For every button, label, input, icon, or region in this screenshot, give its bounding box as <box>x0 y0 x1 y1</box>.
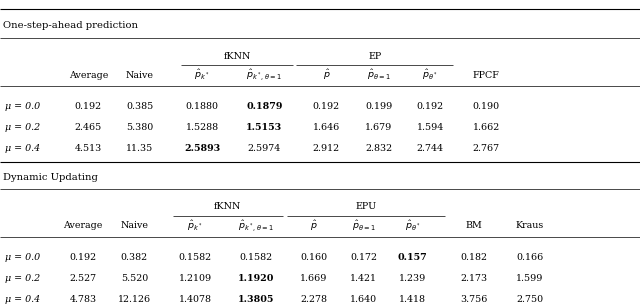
Text: 0.182: 0.182 <box>460 253 487 262</box>
Text: 1.2109: 1.2109 <box>179 274 212 283</box>
Text: 1.421: 1.421 <box>350 274 377 283</box>
Text: 0.1582: 0.1582 <box>239 253 273 262</box>
Text: Naive: Naive <box>125 71 154 80</box>
Text: 0.192: 0.192 <box>313 102 340 111</box>
Text: $\hat{p}_{k^*}$: $\hat{p}_{k^*}$ <box>188 218 203 233</box>
Text: 0.192: 0.192 <box>75 102 102 111</box>
Text: EPU: EPU <box>355 202 376 211</box>
Text: 1.599: 1.599 <box>516 274 543 283</box>
Text: 5.520: 5.520 <box>121 274 148 283</box>
Text: 0.385: 0.385 <box>126 102 153 111</box>
Text: Kraus: Kraus <box>516 221 544 230</box>
Text: 1.5153: 1.5153 <box>246 123 282 132</box>
Text: $\hat{p}$: $\hat{p}$ <box>323 68 330 83</box>
Text: 0.1880: 0.1880 <box>186 102 219 111</box>
Text: $\hat{p}_{\theta=1}$: $\hat{p}_{\theta=1}$ <box>351 218 376 233</box>
Text: BM: BM <box>465 221 482 230</box>
Text: 0.190: 0.190 <box>473 102 500 111</box>
Text: 1.640: 1.640 <box>350 295 377 304</box>
Text: μ = 0.2: μ = 0.2 <box>5 274 40 283</box>
Text: μ = 0.2: μ = 0.2 <box>5 123 40 132</box>
Text: 1.646: 1.646 <box>313 123 340 132</box>
Text: 0.166: 0.166 <box>516 253 543 262</box>
Text: 1.679: 1.679 <box>365 123 392 132</box>
Text: μ = 0.0: μ = 0.0 <box>5 253 40 262</box>
Text: 1.3805: 1.3805 <box>238 295 274 304</box>
Text: 4.783: 4.783 <box>70 295 97 304</box>
Text: One-step-ahead prediction: One-step-ahead prediction <box>3 21 138 30</box>
Text: 5.380: 5.380 <box>126 123 153 132</box>
Text: 2.465: 2.465 <box>75 123 102 132</box>
Text: 2.832: 2.832 <box>365 144 392 153</box>
Text: μ = 0.4: μ = 0.4 <box>5 144 40 153</box>
Text: fKNN: fKNN <box>214 202 241 211</box>
Text: 0.382: 0.382 <box>121 253 148 262</box>
Text: 2.744: 2.744 <box>417 144 444 153</box>
Text: 1.4078: 1.4078 <box>179 295 212 304</box>
Text: 0.192: 0.192 <box>417 102 444 111</box>
Text: 0.160: 0.160 <box>300 253 327 262</box>
Text: 1.594: 1.594 <box>417 123 444 132</box>
Text: 1.5288: 1.5288 <box>186 123 219 132</box>
Text: 4.513: 4.513 <box>75 144 102 153</box>
Text: μ = 0.4: μ = 0.4 <box>5 295 40 304</box>
Text: 11.35: 11.35 <box>126 144 153 153</box>
Text: 2.912: 2.912 <box>313 144 340 153</box>
Text: 2.767: 2.767 <box>473 144 500 153</box>
Text: 1.669: 1.669 <box>300 274 327 283</box>
Text: 0.1582: 0.1582 <box>179 253 212 262</box>
Text: $\hat{p}_{\theta^*}$: $\hat{p}_{\theta^*}$ <box>422 68 438 83</box>
Text: fKNN: fKNN <box>223 51 251 61</box>
Text: EP: EP <box>368 51 381 61</box>
Text: 0.157: 0.157 <box>398 253 428 262</box>
Text: 1.1920: 1.1920 <box>238 274 274 283</box>
Text: $\hat{p}_{\theta^*}$: $\hat{p}_{\theta^*}$ <box>405 218 420 233</box>
Text: 1.662: 1.662 <box>473 123 500 132</box>
Text: 0.199: 0.199 <box>365 102 392 111</box>
Text: $\hat{p}_{k^*,\theta=1}$: $\hat{p}_{k^*,\theta=1}$ <box>238 218 274 233</box>
Text: 2.5893: 2.5893 <box>184 144 220 153</box>
Text: 2.278: 2.278 <box>300 295 327 304</box>
Text: $\hat{p}$: $\hat{p}$ <box>310 218 317 233</box>
Text: 2.750: 2.750 <box>516 295 543 304</box>
Text: 3.756: 3.756 <box>460 295 487 304</box>
Text: Naive: Naive <box>120 221 148 230</box>
Text: μ = 0.0: μ = 0.0 <box>5 102 40 111</box>
Text: 2.527: 2.527 <box>70 274 97 283</box>
Text: $\hat{p}_{k^*}$: $\hat{p}_{k^*}$ <box>195 68 210 83</box>
Text: 0.1879: 0.1879 <box>246 102 282 111</box>
Text: Average: Average <box>68 71 108 80</box>
Text: 2.173: 2.173 <box>460 274 487 283</box>
Text: $\hat{p}_{\theta=1}$: $\hat{p}_{\theta=1}$ <box>367 68 391 83</box>
Text: 2.5974: 2.5974 <box>248 144 281 153</box>
Text: Average: Average <box>63 221 103 230</box>
Text: 1.418: 1.418 <box>399 295 426 304</box>
Text: FPCF: FPCF <box>473 71 500 80</box>
Text: 1.239: 1.239 <box>399 274 426 283</box>
Text: 0.192: 0.192 <box>70 253 97 262</box>
Text: $\hat{p}_{k^*,\theta=1}$: $\hat{p}_{k^*,\theta=1}$ <box>246 67 282 83</box>
Text: Dynamic Updating: Dynamic Updating <box>3 172 98 182</box>
Text: 12.126: 12.126 <box>118 295 151 304</box>
Text: 0.172: 0.172 <box>350 253 377 262</box>
